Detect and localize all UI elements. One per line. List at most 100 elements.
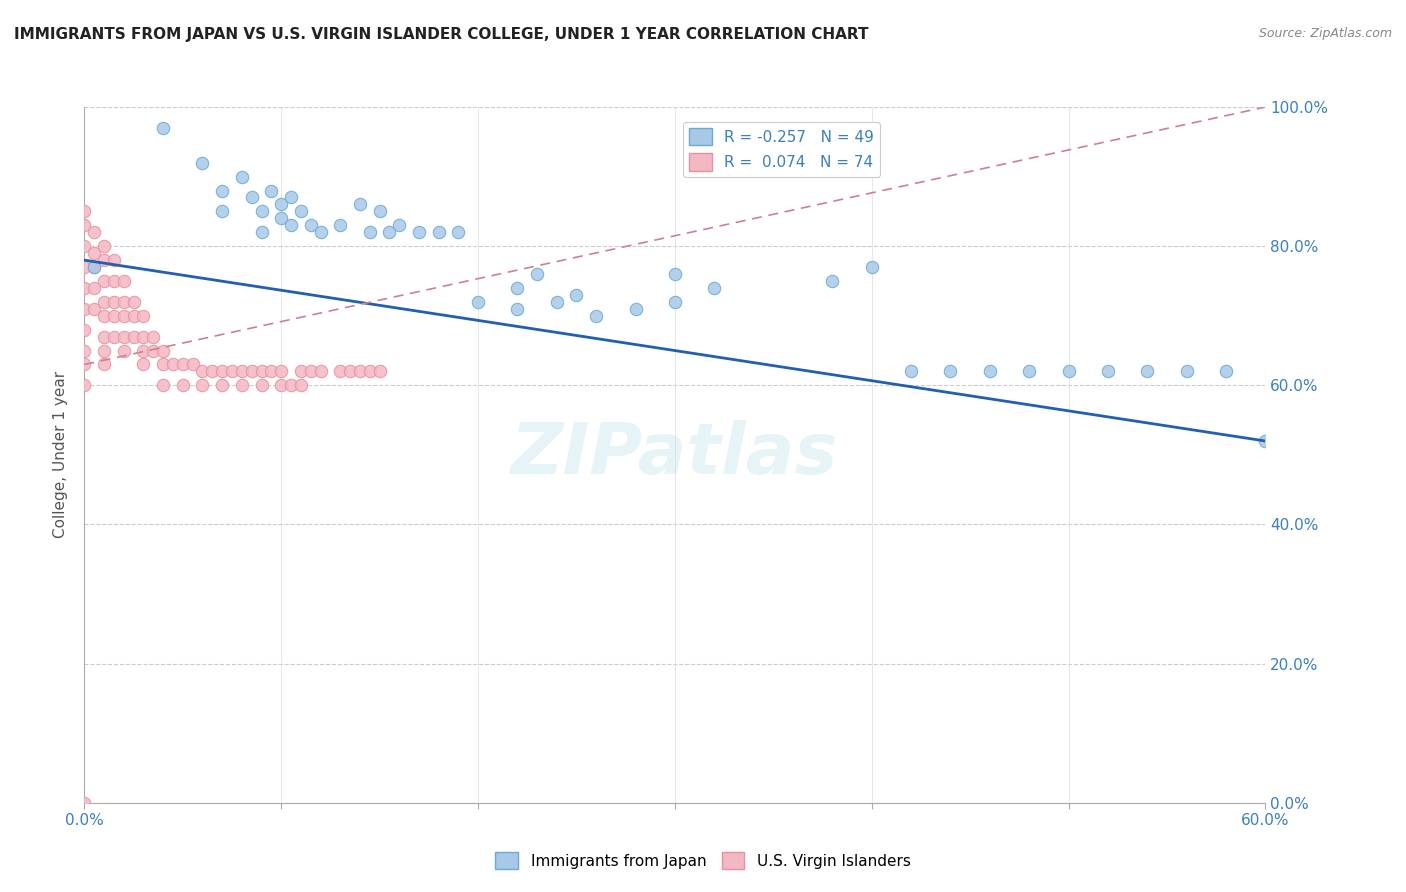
Point — [103, 329, 125, 343]
Point — [250, 364, 273, 378]
Point — [152, 378, 174, 392]
Point — [1254, 434, 1277, 448]
Point — [349, 364, 371, 378]
Point — [447, 225, 470, 239]
Point — [900, 364, 922, 378]
Point — [83, 260, 105, 274]
Point — [1097, 364, 1119, 378]
Point — [103, 253, 125, 268]
Point — [73, 796, 96, 810]
Point — [624, 301, 647, 316]
Point — [122, 294, 145, 309]
Point — [93, 358, 115, 372]
Point — [162, 358, 184, 372]
Point — [349, 197, 371, 211]
Point — [368, 364, 391, 378]
Point — [260, 184, 283, 198]
Point — [240, 364, 263, 378]
Point — [299, 219, 322, 233]
Point — [83, 246, 105, 260]
Point — [73, 358, 96, 372]
Point — [309, 364, 332, 378]
Point — [427, 225, 450, 239]
Point — [703, 281, 725, 295]
Point — [142, 343, 165, 358]
Point — [132, 329, 155, 343]
Point — [93, 274, 115, 288]
Point — [191, 155, 214, 169]
Point — [860, 260, 883, 274]
Point — [368, 204, 391, 219]
Point — [73, 378, 96, 392]
Point — [93, 294, 115, 309]
Point — [408, 225, 430, 239]
Point — [73, 281, 96, 295]
Point — [211, 184, 233, 198]
Point — [73, 260, 96, 274]
Legend: Immigrants from Japan, U.S. Virgin Islanders: Immigrants from Japan, U.S. Virgin Islan… — [489, 846, 917, 875]
Point — [506, 281, 529, 295]
Point — [231, 378, 253, 392]
Point — [181, 358, 204, 372]
Point — [122, 309, 145, 323]
Point — [103, 309, 125, 323]
Point — [329, 364, 352, 378]
Point — [93, 253, 115, 268]
Point — [112, 274, 135, 288]
Point — [270, 197, 292, 211]
Point — [1057, 364, 1080, 378]
Text: ZIPatlas: ZIPatlas — [512, 420, 838, 490]
Point — [93, 239, 115, 253]
Point — [1018, 364, 1040, 378]
Point — [122, 329, 145, 343]
Point — [1175, 364, 1198, 378]
Point — [270, 364, 292, 378]
Point — [73, 343, 96, 358]
Point — [132, 309, 155, 323]
Point — [201, 364, 224, 378]
Point — [211, 204, 233, 219]
Point — [240, 190, 263, 204]
Point — [270, 211, 292, 226]
Point — [172, 378, 194, 392]
Point — [132, 358, 155, 372]
Point — [83, 225, 105, 239]
Point — [191, 378, 214, 392]
Point — [73, 219, 96, 233]
Point — [299, 364, 322, 378]
Point — [821, 274, 844, 288]
Point — [73, 301, 96, 316]
Point — [339, 364, 361, 378]
Point — [1215, 364, 1237, 378]
Point — [211, 378, 233, 392]
Point — [211, 364, 233, 378]
Point — [329, 219, 352, 233]
Point — [979, 364, 1001, 378]
Point — [280, 190, 302, 204]
Point — [172, 358, 194, 372]
Point — [250, 378, 273, 392]
Point — [388, 219, 411, 233]
Point — [132, 343, 155, 358]
Point — [152, 358, 174, 372]
Point — [290, 364, 312, 378]
Point — [112, 343, 135, 358]
Point — [93, 329, 115, 343]
Point — [221, 364, 243, 378]
Point — [152, 343, 174, 358]
Point — [526, 267, 548, 281]
Point — [309, 225, 332, 239]
Text: IMMIGRANTS FROM JAPAN VS U.S. VIRGIN ISLANDER COLLEGE, UNDER 1 YEAR CORRELATION : IMMIGRANTS FROM JAPAN VS U.S. VIRGIN ISL… — [14, 27, 869, 42]
Point — [290, 204, 312, 219]
Point — [250, 225, 273, 239]
Point — [506, 301, 529, 316]
Point — [939, 364, 962, 378]
Point — [93, 309, 115, 323]
Point — [585, 309, 607, 323]
Point — [260, 364, 283, 378]
Point — [664, 267, 686, 281]
Point — [231, 364, 253, 378]
Point — [103, 274, 125, 288]
Point — [191, 364, 214, 378]
Point — [73, 239, 96, 253]
